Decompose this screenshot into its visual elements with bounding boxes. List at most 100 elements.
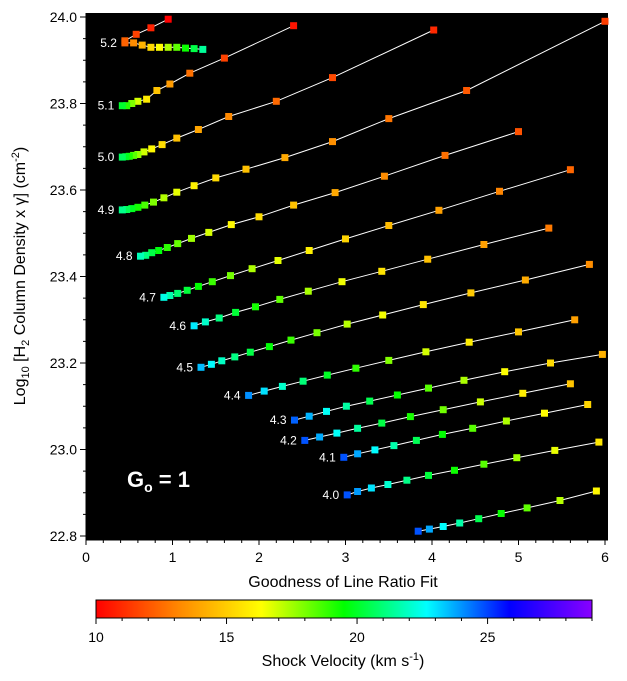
data-point	[406, 413, 414, 421]
data-point	[342, 402, 350, 410]
data-point	[158, 141, 166, 149]
data-point	[385, 356, 393, 364]
colorbar-tick-label: 25	[480, 629, 496, 645]
data-point	[366, 397, 374, 405]
y-tick-label: 23.8	[50, 96, 77, 112]
data-point	[208, 278, 216, 286]
data-point	[245, 391, 253, 399]
data-point	[173, 43, 181, 51]
data-point	[130, 151, 138, 159]
data-point	[173, 134, 181, 142]
data-point	[354, 450, 362, 458]
data-point	[252, 303, 259, 311]
data-point	[323, 407, 330, 415]
x-tick-label: 0	[82, 549, 90, 565]
data-point	[301, 436, 309, 444]
data-point	[128, 100, 136, 107]
data-point	[123, 206, 131, 213]
data-point	[155, 247, 163, 254]
data-point	[255, 213, 263, 221]
data-point	[379, 311, 387, 319]
data-point	[414, 527, 422, 535]
data-point	[134, 203, 142, 211]
data-point	[422, 348, 430, 356]
data-point	[378, 419, 386, 427]
data-point	[378, 267, 386, 275]
series-label: 4.1	[319, 450, 336, 464]
data-point	[439, 523, 447, 530]
data-point	[352, 364, 360, 372]
series-label: 4.2	[280, 433, 297, 447]
series-label: 4.4	[224, 388, 241, 402]
data-point	[227, 221, 235, 229]
data-point	[469, 424, 477, 432]
data-point	[150, 198, 157, 206]
data-point	[419, 301, 427, 309]
data-point	[441, 151, 449, 159]
data-point	[190, 322, 198, 330]
data-point	[521, 276, 529, 284]
data-point	[153, 87, 161, 94]
series-label: 4.3	[270, 413, 287, 427]
data-point	[174, 289, 182, 297]
series-label: 5.2	[100, 36, 117, 50]
series-label: 4.0	[323, 488, 340, 502]
series-label: 4.7	[139, 290, 156, 304]
x-axis-label: Goodness of Line Ratio Fit	[248, 574, 438, 591]
data-point	[132, 30, 140, 38]
colorbar-tick-label: 20	[349, 629, 365, 645]
x-tick-label: 1	[169, 549, 177, 565]
data-point	[173, 188, 181, 196]
data-point	[425, 384, 432, 392]
data-point	[164, 15, 172, 23]
data-point	[354, 488, 362, 495]
data-point	[163, 244, 171, 251]
data-point	[435, 206, 443, 214]
data-point	[465, 338, 473, 346]
data-point	[290, 22, 298, 30]
series-line-11	[343, 404, 588, 458]
colorbar	[95, 599, 593, 619]
x-tick-label: 2	[255, 549, 263, 565]
series-line-0-a	[124, 18, 169, 42]
data-point	[343, 320, 351, 328]
data-point	[130, 39, 138, 47]
data-point	[290, 201, 298, 209]
data-point	[502, 417, 510, 425]
x-tick-label: 3	[342, 549, 350, 565]
x-tick-label: 4	[428, 549, 436, 565]
data-point	[513, 454, 521, 462]
data-point	[134, 97, 142, 105]
data-point	[118, 102, 126, 110]
data-point	[329, 74, 336, 82]
data-point	[148, 249, 156, 257]
data-point	[367, 484, 375, 492]
data-point	[188, 234, 195, 242]
axes: 0 1 2 3 4 5 6 22.8 23.0 23.2 23.4 23.6 23.8 24.0	[50, 9, 609, 565]
data-point	[343, 491, 351, 499]
data-point	[194, 126, 202, 133]
data-point	[497, 510, 505, 517]
data-point	[451, 466, 458, 474]
data-point	[121, 39, 129, 47]
data-point	[371, 446, 379, 454]
data-point	[439, 406, 447, 414]
data-point	[232, 308, 240, 316]
data-point	[227, 272, 234, 280]
series-line-10	[304, 383, 571, 441]
data-point	[166, 80, 174, 88]
data-point	[220, 54, 228, 62]
data-point	[272, 97, 280, 105]
data-point	[403, 476, 411, 484]
data-point	[141, 201, 149, 209]
data-point	[201, 318, 209, 326]
data-point	[164, 43, 172, 51]
y-tick-label: 23.0	[50, 442, 77, 458]
data-point	[205, 228, 213, 236]
data-point	[425, 471, 432, 479]
data-point	[281, 154, 289, 162]
colorbar-ticks: 10 15 20 25	[88, 618, 593, 645]
data-point	[338, 278, 346, 286]
data-point	[316, 433, 324, 441]
plot-area	[86, 13, 608, 540]
